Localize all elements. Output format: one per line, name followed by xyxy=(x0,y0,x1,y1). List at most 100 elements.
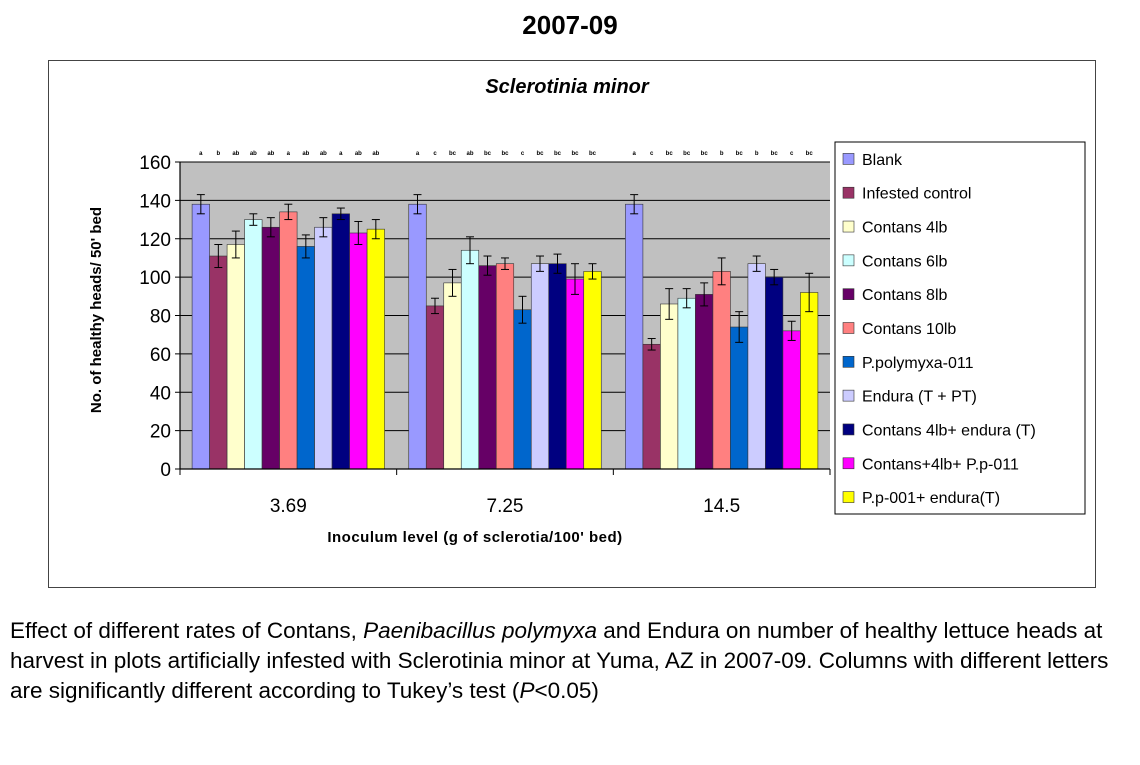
legend-label: Endura (T + PT) xyxy=(862,389,977,406)
bar xyxy=(495,263,515,470)
y-tick-label: 120 xyxy=(139,230,171,251)
x-tick-label: 14.5 xyxy=(703,496,740,517)
bar xyxy=(782,330,801,470)
caption-text-3: <0.05) xyxy=(534,678,599,703)
significance-letter: a xyxy=(339,151,343,157)
significance-letter: bc xyxy=(484,151,492,157)
bar xyxy=(279,211,298,470)
y-tick-label: 0 xyxy=(160,460,171,481)
bar xyxy=(642,343,661,470)
bar xyxy=(730,326,749,470)
bar xyxy=(244,219,263,470)
legend-label: Infested control xyxy=(862,186,971,203)
caption-text-2: and Endura on number of healthy lettuce … xyxy=(10,618,1109,703)
significance-letter: bc xyxy=(449,151,457,157)
legend-swatch xyxy=(842,423,855,436)
y-tick-label: 20 xyxy=(150,422,171,443)
significance-letter: ab xyxy=(320,151,327,157)
significance-letter: c xyxy=(650,151,654,157)
bar xyxy=(765,276,784,470)
legend-swatch xyxy=(842,356,855,368)
significance-letter: a xyxy=(416,151,420,157)
legend-label: Contans 4lb+ endura (T) xyxy=(862,422,1036,439)
bar xyxy=(209,255,228,470)
significance-letter: ab xyxy=(232,151,239,157)
bar xyxy=(625,203,644,470)
bar xyxy=(408,203,427,470)
bar xyxy=(366,228,385,470)
significance-letter: a xyxy=(287,151,291,157)
significance-letter: a xyxy=(632,151,636,157)
significance-letter: ab xyxy=(355,151,362,157)
bar xyxy=(513,309,532,470)
significance-letter: bc xyxy=(666,151,674,157)
bar xyxy=(226,244,245,470)
significance-letter: bc xyxy=(806,151,814,157)
bar xyxy=(425,305,445,470)
bar xyxy=(314,226,333,470)
bar xyxy=(800,292,819,470)
x-tick-label: 3.69 xyxy=(270,496,307,517)
legend-swatch xyxy=(842,389,855,402)
chart-title: Sclerotinia minor xyxy=(485,76,650,98)
bar xyxy=(677,297,696,470)
legend-swatch xyxy=(842,457,855,470)
significance-letter: ab xyxy=(372,151,379,157)
significance-letter: bc xyxy=(736,151,744,157)
significance-letter: c xyxy=(790,151,794,157)
significance-letter: ab xyxy=(302,151,309,157)
bar xyxy=(261,226,280,470)
legend-label: Contans 4lb xyxy=(862,220,947,237)
significance-letter: bc xyxy=(501,151,509,157)
significance-letter: ab xyxy=(267,151,274,157)
significance-letter: bc xyxy=(536,151,544,157)
bar xyxy=(443,282,462,470)
bar xyxy=(530,263,550,470)
y-axis-label: No. of healthy heads/ 50' bed xyxy=(88,207,105,413)
legend-swatch xyxy=(842,491,855,503)
bar xyxy=(712,271,731,470)
significance-letter: ab xyxy=(466,151,473,157)
legend-swatch xyxy=(842,322,855,334)
legend-label: Contans 8lb xyxy=(862,287,947,304)
y-tick-label: 40 xyxy=(150,383,171,404)
bar xyxy=(583,271,602,470)
significance-letter: bc xyxy=(683,151,691,157)
significance-letter: c xyxy=(433,151,437,157)
legend-swatch xyxy=(842,288,855,300)
bar xyxy=(331,213,350,470)
bar xyxy=(548,263,567,470)
legend-swatch xyxy=(842,186,855,199)
bar xyxy=(296,246,315,470)
bar xyxy=(191,203,210,470)
caption-italic-species: Paenibacillus polymyxa xyxy=(363,618,597,643)
legend-label: P.p-001+ endura(T) xyxy=(862,490,1000,507)
legend-label: Contans+4lb+ P.p-011 xyxy=(862,456,1019,473)
bar xyxy=(695,294,714,470)
y-tick-label: 140 xyxy=(139,191,171,212)
caption-text-1: Effect of different rates of Contans, xyxy=(10,618,364,643)
x-tick-label: 7.25 xyxy=(487,496,524,517)
significance-letter: c xyxy=(521,151,525,157)
significance-letter: b xyxy=(755,151,759,157)
y-tick-label: 80 xyxy=(150,307,171,328)
legend-swatch xyxy=(842,220,855,233)
page-title: 2007-09 xyxy=(522,10,618,40)
legend-label: Blank xyxy=(862,152,903,169)
y-tick-label: 60 xyxy=(150,345,171,366)
legend-swatch xyxy=(842,254,855,267)
legend-label: Contans 6lb xyxy=(862,253,947,270)
bar xyxy=(660,303,679,470)
legend-label: Contans 10lb xyxy=(862,321,956,338)
significance-letter: ab xyxy=(250,151,257,157)
bar xyxy=(460,249,480,470)
y-tick-label: 100 xyxy=(139,268,171,289)
caption-italic-p: P xyxy=(519,678,535,703)
significance-letter: b xyxy=(216,151,220,157)
bar xyxy=(349,232,368,470)
significance-letter: bc xyxy=(554,151,562,157)
significance-letter: bc xyxy=(701,151,709,157)
legend-swatch xyxy=(842,153,855,165)
legend-box xyxy=(834,141,1086,515)
